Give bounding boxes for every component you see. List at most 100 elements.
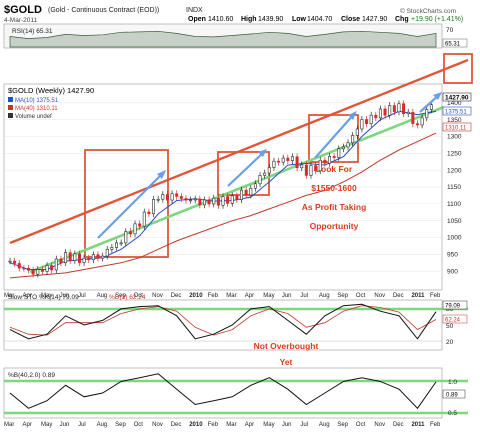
- x-axis-label: Nov: [374, 293, 385, 299]
- not-overbought-annotation: Not Overbought Yet: [254, 341, 319, 367]
- price-candle-body: [355, 128, 359, 136]
- price-candle-body: [235, 195, 239, 200]
- price-candles: [8, 100, 433, 278]
- x-axis-label: Mar: [226, 422, 236, 428]
- x-axis-label: Feb: [208, 293, 219, 299]
- x-axis-label: Aug: [97, 422, 108, 428]
- x-axis-label: Apr: [245, 422, 254, 428]
- price-candle-body: [40, 269, 44, 272]
- legend-ma40: MA(40) 1310.11: [15, 106, 58, 112]
- trend-arrow-3: [314, 112, 356, 159]
- x-axis-label: Dec: [171, 422, 182, 428]
- high-value: 1439.90: [258, 16, 283, 23]
- pctb-tick-05: 0.5: [448, 410, 457, 417]
- x-axis-label: Jul: [78, 422, 86, 428]
- price-candle-body: [351, 135, 355, 144]
- price-candle-body: [383, 108, 387, 116]
- rsi-value-box: [442, 38, 468, 48]
- trend-arrow-1: [97, 171, 165, 239]
- price-candle-body: [73, 253, 77, 261]
- price-candle-body: [198, 198, 202, 206]
- price-candle-body: [365, 119, 369, 125]
- x-axis-label: Nov: [152, 422, 163, 428]
- price-tick-label: 1100: [447, 201, 461, 208]
- price-candle-body: [253, 183, 257, 189]
- x-axis-label: Aug: [97, 293, 108, 299]
- price-tick-label: 1350: [447, 117, 462, 124]
- x-axis-label: Aug: [319, 293, 330, 299]
- sto-tick-20: 20: [446, 339, 454, 346]
- price-candle-body: [392, 105, 396, 113]
- price-candle-body: [300, 164, 304, 169]
- price-candle-body: [202, 199, 206, 206]
- legend-swatch-ma40: [8, 105, 13, 110]
- price-candle-body: [68, 252, 72, 261]
- price-candle-body: [184, 198, 188, 201]
- price-candle-body: [101, 255, 105, 259]
- annotation-line-1: Look For: [316, 164, 353, 174]
- price-x-axis-labels: Mar Apr May Jun Jul Aug Sep Oct Nov Dec 2010 Feb Mar…: [4, 293, 441, 299]
- trend-arrow-4-head: [433, 92, 442, 100]
- x-axis-label: Mar: [4, 422, 14, 428]
- sto-d-value: 62.24: [445, 318, 461, 324]
- price-candle-body: [105, 249, 109, 257]
- price-candle-body: [96, 254, 100, 259]
- x-axis-label: Oct: [134, 293, 144, 299]
- x-axis-label: Dec: [393, 422, 404, 428]
- x-axis-label: Sep: [337, 422, 348, 428]
- high-label: High: [241, 16, 257, 23]
- price-candle-body: [91, 254, 95, 261]
- close-label: Close: [341, 16, 360, 23]
- price-candle-body: [360, 119, 364, 130]
- price-candle-body: [36, 269, 40, 275]
- price-candle-body: [263, 172, 267, 176]
- price-candle-body: [161, 194, 165, 200]
- x-axis-label: 2011: [411, 422, 425, 428]
- price-candle-body: [374, 114, 378, 119]
- close-price-box: [442, 92, 472, 102]
- price-tick-label: 1200: [447, 167, 462, 174]
- upper-trend-channel: [9, 58, 469, 245]
- x-axis-label: Jun: [282, 422, 292, 428]
- price-candle-body: [230, 195, 234, 204]
- ma40-price-label: 1310.11: [445, 126, 467, 132]
- x-axis-label: May: [263, 293, 274, 299]
- price-tick-label: 1000: [447, 235, 462, 242]
- bottom-x-axis-labels: Mar Apr May Jun Jul Aug Sep Oct Nov Dec 2010 Feb Mar…: [4, 422, 441, 428]
- price-candle-body: [318, 159, 322, 172]
- sto-label: Slow STO %K(14) 79.09: [8, 294, 79, 301]
- sto-d-line: [9, 305, 437, 336]
- ma40-line: [9, 132, 437, 279]
- ma40-path: [9, 132, 437, 279]
- x-axis-label: Feb: [208, 422, 219, 428]
- price-candle-body: [226, 196, 230, 204]
- price-candle-body: [138, 223, 142, 227]
- price-candle-body: [337, 148, 341, 158]
- rsi-line: [9, 30, 437, 48]
- price-candle-body: [388, 105, 392, 116]
- pctb-tick-1: 1.0: [448, 379, 457, 386]
- chart-name: (Gold - Continuous Contract (EOD)): [48, 7, 159, 14]
- price-candle-body: [332, 156, 336, 158]
- legend-volume: Volume undef: [15, 114, 52, 120]
- pctb-panel: [3, 367, 443, 419]
- annotation-line-2: $1550-1600: [311, 183, 357, 193]
- price-candle-body: [147, 211, 151, 215]
- x-axis-label: 2010: [189, 422, 203, 428]
- x-axis-label: Dec: [171, 293, 182, 299]
- price-candle-body: [267, 167, 271, 174]
- x-axis-label: Jul: [300, 422, 308, 428]
- pctb-line: [9, 373, 437, 410]
- price-candle-body: [429, 104, 433, 110]
- price-candle-body: [216, 197, 220, 206]
- annotation-line-4: Opportunity: [310, 221, 359, 231]
- price-candle-body: [165, 194, 169, 201]
- price-candle-body: [45, 265, 49, 272]
- price-candle-body: [341, 146, 345, 150]
- price-candle-body: [369, 114, 373, 125]
- price-candle-body: [304, 164, 308, 176]
- x-axis-label: Nov: [152, 293, 163, 299]
- price-candle-body: [346, 142, 350, 148]
- open-label: Open: [188, 16, 206, 23]
